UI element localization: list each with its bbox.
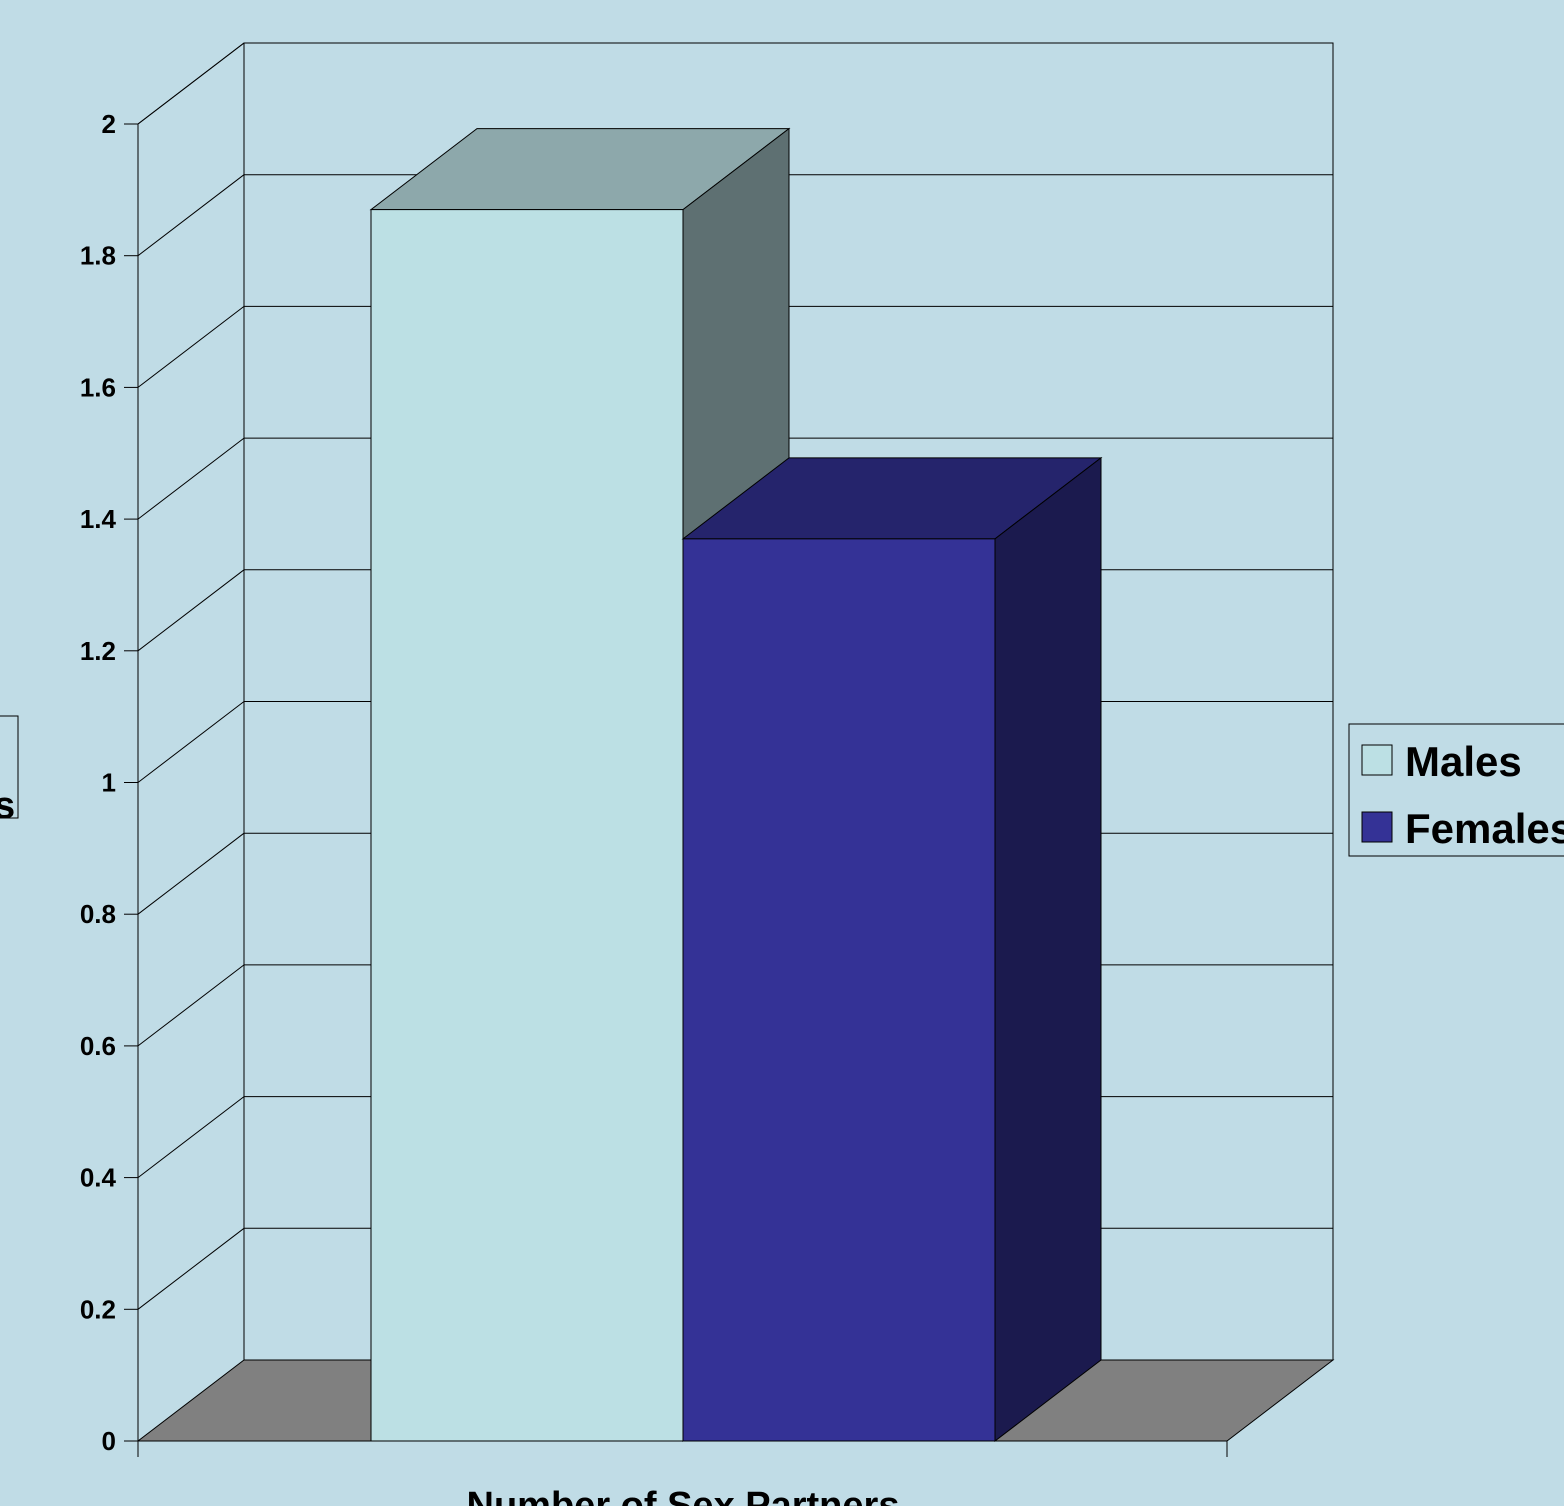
legend: Males Females: [1348, 723, 1564, 857]
chart-bars: [369, 127, 1103, 1443]
gridline-side: [137, 437, 245, 520]
bar-front-face: [682, 538, 996, 1442]
bar-females: [681, 456, 1103, 1443]
bar-side-face: [994, 456, 1102, 1443]
bar-front-face: [370, 209, 684, 1442]
y-tick-label: 1.6: [80, 372, 116, 402]
y-tick-label: 0: [102, 1426, 116, 1456]
gridline-side: [137, 569, 245, 652]
gridline-side: [137, 174, 245, 257]
legend-label-females: Females: [1405, 805, 1564, 852]
gridline-side: [137, 701, 245, 783]
y-tick-label: 1: [102, 768, 116, 798]
legend-label-males: Males: [1405, 738, 1522, 785]
gridline-side: [137, 42, 245, 125]
legend-swatch-males: [1361, 744, 1393, 776]
y-tick-label: 0.4: [80, 1163, 117, 1193]
gridline-side: [137, 1096, 245, 1178]
x-axis-title: Number of Sex Partners: [467, 1485, 900, 1506]
gridline-side: [137, 306, 245, 388]
y-axis: 0 0.2 0.4 0.6 0.8 1 1.2 1.4 1.6 1.8 2: [80, 109, 1228, 1457]
gridline-side: [137, 1227, 245, 1310]
y-axis-title-fragment: s: [0, 785, 15, 827]
y-tick-label: 0.6: [80, 1031, 116, 1061]
y-tick-label: 0.2: [80, 1294, 116, 1324]
gridline-side: [137, 964, 245, 1047]
gridline-side: [137, 832, 245, 915]
y-tick-label: 1.4: [80, 504, 117, 534]
y-tick-label: 1.8: [80, 241, 116, 271]
y-tick-label: 2: [102, 109, 116, 139]
y-tick-label: 1.2: [80, 636, 116, 666]
y-axis-title-box: s: [0, 715, 19, 827]
y-tick-label: 0.8: [80, 899, 116, 929]
legend-swatch-females: [1361, 811, 1393, 843]
